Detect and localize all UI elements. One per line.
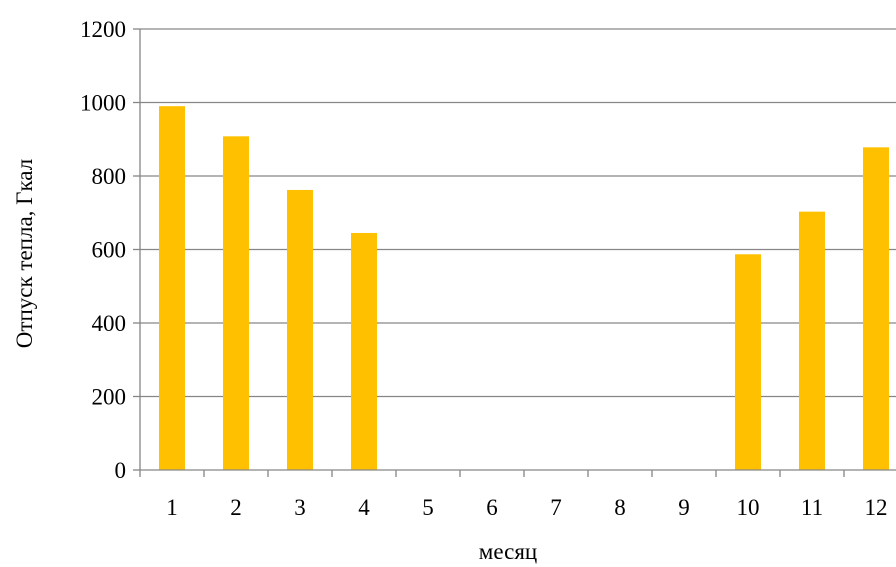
- y-tick-label: 1200: [80, 17, 126, 42]
- x-tick-label: 9: [678, 495, 690, 520]
- x-tick-label: 4: [358, 495, 370, 520]
- gridlines: [140, 28, 896, 398]
- bar-month-10: [735, 254, 761, 470]
- bars: [159, 106, 889, 471]
- x-tick-label: 8: [614, 495, 626, 520]
- x-axis-title: месяц: [479, 539, 537, 564]
- bar-month-4: [351, 232, 377, 470]
- y-tick-label: 400: [92, 311, 127, 336]
- y-tick-label: 800: [92, 164, 127, 189]
- y-axis-title: Отпуск тепла, Гкал: [12, 159, 37, 348]
- bar-month-12: [863, 147, 889, 470]
- x-tick-label: 5: [422, 495, 434, 520]
- x-tick-label: 12: [865, 495, 888, 520]
- bar-month-1: [159, 106, 185, 471]
- x-tick-label: 10: [737, 495, 760, 520]
- y-tick-label: 600: [92, 238, 127, 263]
- x-tick-label: 1: [166, 495, 178, 520]
- x-tick-label: 2: [230, 495, 242, 520]
- axes: [133, 28, 896, 477]
- bar-month-3: [287, 189, 313, 470]
- x-tick-label: 6: [486, 495, 498, 520]
- y-tick-label: 1000: [80, 91, 126, 116]
- x-tick-label: 11: [801, 495, 823, 520]
- y-tick-label: 200: [92, 385, 127, 410]
- y-tick-labels: 0 200 400 600 800 1000 1200: [80, 17, 126, 483]
- bar-month-2: [223, 136, 249, 470]
- y-tick-label: 0: [115, 458, 127, 483]
- bar-month-11: [799, 211, 825, 470]
- x-tick-label: 3: [294, 495, 306, 520]
- x-tick-label: 7: [550, 495, 562, 520]
- x-tick-labels: 1 2 3 4 5 6 7 8 9 10 11 12: [166, 495, 887, 520]
